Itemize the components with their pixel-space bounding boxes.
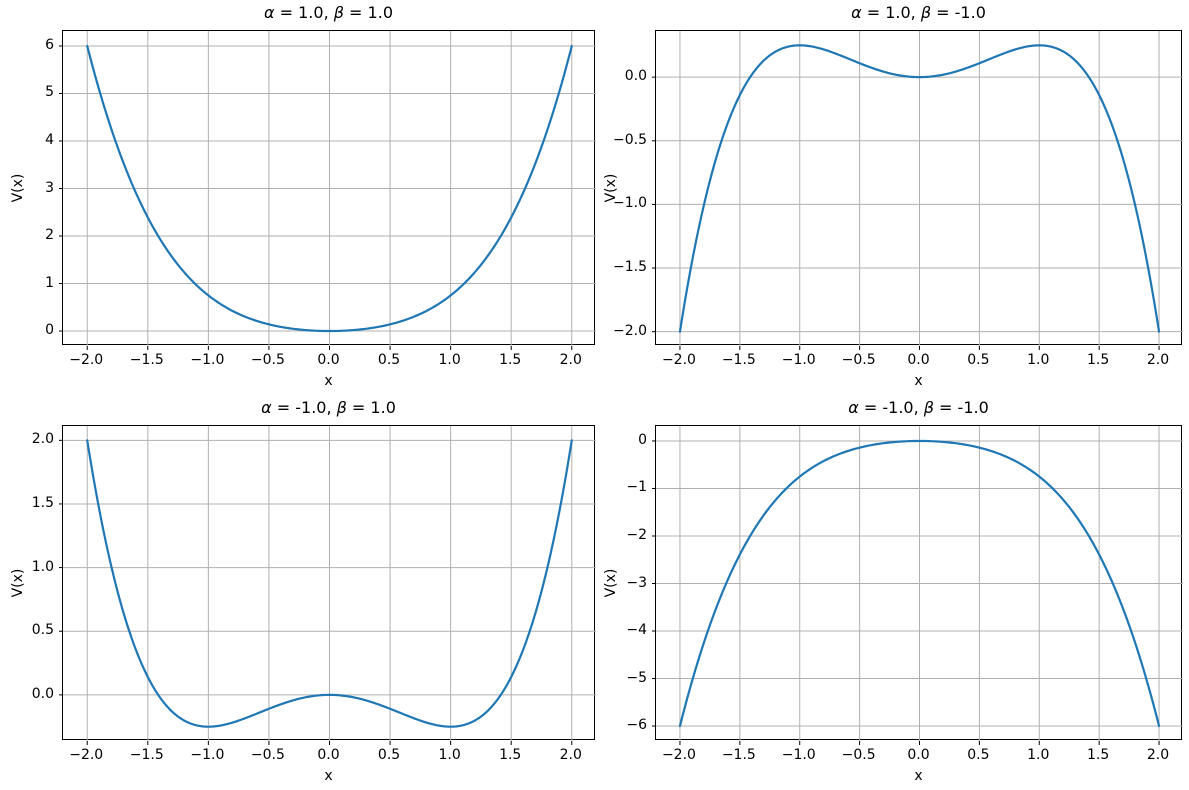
x-tick-label: 0.5 xyxy=(967,352,990,368)
x-tick-label: 1.5 xyxy=(499,352,522,368)
y-tick-label: −2 xyxy=(626,526,647,543)
y-tick-label: −4 xyxy=(626,622,647,638)
x-tick-label: −1.0 xyxy=(781,352,816,368)
y-tick-label: −1 xyxy=(626,479,647,496)
subplot-title: α = 1.0, β = -1.0 xyxy=(851,3,986,22)
x-tick-label: 2.0 xyxy=(1146,747,1170,763)
plot-area xyxy=(59,30,596,350)
y-tick-label: 4 xyxy=(45,131,54,148)
plot-svg xyxy=(652,426,1183,745)
subplot-title: α = -1.0, β = -1.0 xyxy=(848,398,989,417)
plot-svg xyxy=(652,31,1183,350)
x-axis-label: x xyxy=(324,373,333,389)
x-tick-label: 0.5 xyxy=(967,747,990,763)
x-tick-label: 2.0 xyxy=(1146,352,1170,368)
y-tick-label: 2 xyxy=(45,227,54,243)
y-tick-label: −1.0 xyxy=(613,195,647,212)
y-tick-label: 0.5 xyxy=(31,622,54,639)
x-tick-label: 1.0 xyxy=(438,747,461,763)
y-tick-label: −3 xyxy=(626,574,647,591)
x-tick-label: −2.0 xyxy=(661,352,696,368)
x-tick-label: 1.5 xyxy=(499,747,522,763)
plot-area xyxy=(59,425,596,745)
x-tick-label: 1.5 xyxy=(1087,352,1110,368)
x-tick-label: 0.5 xyxy=(377,747,401,763)
subplot-title: α = -1.0, β = 1.0 xyxy=(261,398,396,417)
plot-svg xyxy=(59,426,596,745)
x-tick-label: −0.5 xyxy=(841,747,876,763)
y-tick-label: −5 xyxy=(626,669,647,686)
plot-area xyxy=(652,30,1183,350)
y-tick-label: −0.5 xyxy=(613,131,647,148)
y-tick-label: 1.5 xyxy=(31,494,54,511)
x-tick-label: −1.0 xyxy=(190,352,225,368)
x-tick-label: 1.0 xyxy=(1027,747,1050,763)
plot-svg xyxy=(59,31,596,350)
y-tick-label: 1 xyxy=(45,274,54,291)
x-axis-label: x xyxy=(324,768,333,784)
y-tick-label: −1.5 xyxy=(613,259,647,276)
y-tick-label: 5 xyxy=(45,84,54,101)
x-tick-label: −0.5 xyxy=(250,352,285,368)
y-tick-label: −6 xyxy=(626,717,647,734)
x-tick-label: −1.0 xyxy=(190,747,225,763)
potential-curve xyxy=(86,44,573,333)
x-tick-label: 0.0 xyxy=(317,352,340,368)
x-tick-label: −1.5 xyxy=(721,747,756,763)
x-tick-label: 1.0 xyxy=(438,352,461,368)
y-tick-label: −2.0 xyxy=(613,322,647,339)
x-tick-label: −1.5 xyxy=(129,747,164,763)
x-tick-label: −1.5 xyxy=(721,352,756,368)
potential-curve xyxy=(678,439,1161,728)
subplot-title: α = 1.0, β = 1.0 xyxy=(264,3,393,22)
x-axis-label: x xyxy=(914,768,923,784)
y-tick-label: 2.0 xyxy=(31,431,54,448)
y-tick-label: 0.0 xyxy=(31,685,54,702)
plot-area xyxy=(652,425,1183,745)
x-tick-label: 0.5 xyxy=(377,352,401,368)
x-tick-label: −2.0 xyxy=(69,352,104,368)
y-tick-label: 1.0 xyxy=(31,558,54,575)
x-axis-label: x xyxy=(914,373,923,389)
potential-curve xyxy=(86,439,573,728)
x-tick-label: −0.5 xyxy=(250,747,285,763)
x-tick-label: −2.0 xyxy=(69,747,104,763)
y-tick-label: 6 xyxy=(45,36,54,53)
x-tick-label: 0.0 xyxy=(317,747,340,763)
y-tick-label: 0.0 xyxy=(624,68,647,85)
y-tick-label: 0 xyxy=(638,431,647,448)
x-tick-label: −1.0 xyxy=(781,747,816,763)
x-tick-label: 1.0 xyxy=(1027,352,1050,368)
y-tick-label: 0 xyxy=(45,322,54,339)
x-tick-label: −0.5 xyxy=(841,352,876,368)
x-tick-label: 1.5 xyxy=(1087,747,1110,763)
y-tick-label: 3 xyxy=(45,179,54,196)
x-tick-label: 2.0 xyxy=(559,747,582,763)
potential-curve xyxy=(678,44,1161,333)
x-tick-label: −2.0 xyxy=(661,747,696,763)
x-tick-label: 0.0 xyxy=(907,352,930,368)
x-tick-label: 0.0 xyxy=(907,747,930,763)
x-tick-label: 2.0 xyxy=(559,352,582,368)
x-tick-label: −1.5 xyxy=(129,352,164,368)
